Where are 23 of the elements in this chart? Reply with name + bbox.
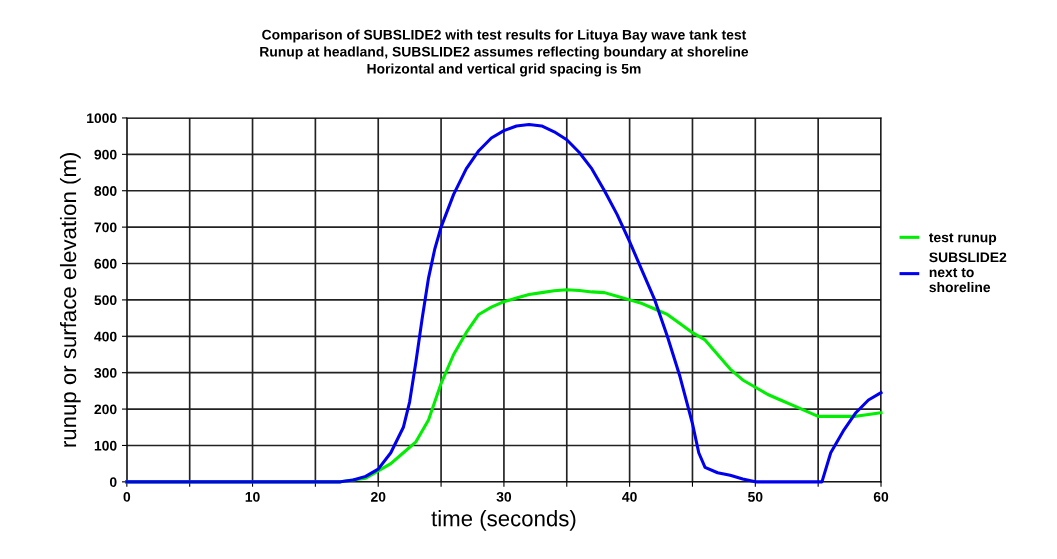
y-tick-label: 200 (94, 404, 117, 415)
legend-label: SUBSLIDE2 next to shoreline (929, 252, 1007, 293)
y-tick-label: 500 (94, 295, 117, 306)
y-tick-label: 100 (94, 440, 117, 451)
x-tick-label: 20 (370, 491, 386, 502)
x-axis-title: time (seconds) (431, 510, 576, 531)
y-tick-label: 0 (109, 477, 117, 488)
x-tick-label: 50 (748, 491, 763, 502)
y-tick-label: 1000 (87, 113, 117, 124)
x-tick-label: 40 (622, 491, 637, 502)
y-tick-label: 300 (94, 368, 117, 378)
x-tick-label: 10 (245, 491, 260, 502)
x-tick-label: 60 (873, 491, 889, 502)
y-axis-title: runup or surface elevation (m) (59, 153, 81, 447)
y-tick-label: 600 (94, 258, 117, 269)
legend-label: test runup (929, 233, 997, 246)
y-tick-label: 700 (94, 222, 117, 233)
y-tick-label: 400 (94, 331, 117, 342)
y-tick-label: 900 (94, 149, 117, 160)
chart-title: Comparison of SUBSLIDE2 with test results for Lituya Bay wave tank test Runup at headland, SUBSLIDE2 assumes reflecting boundary at shoreline Horizontal and vertical grid spacing is 5m (260, 29, 749, 77)
x-tick-label: 30 (496, 491, 512, 502)
x-tick-label: 0 (123, 491, 131, 502)
y-tick-label: 800 (94, 186, 117, 196)
